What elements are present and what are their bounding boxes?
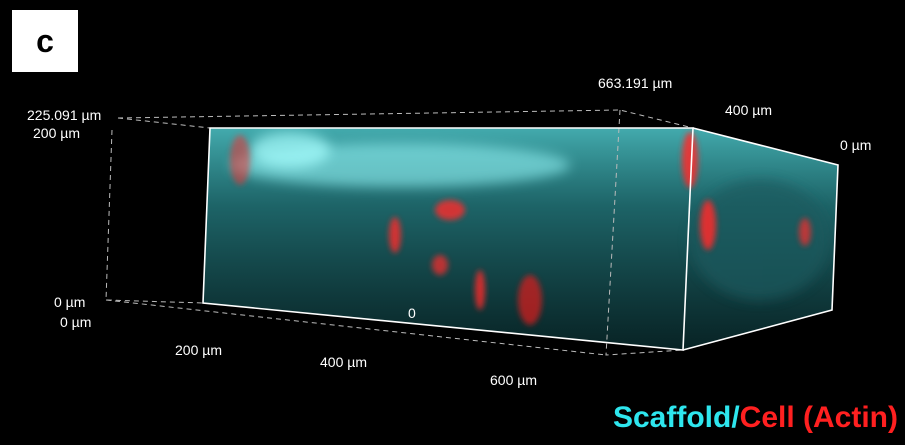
page: c 663.191 µm 400 µm 0 µm 225.091 µm 200 … bbox=[0, 0, 905, 445]
axis-label: 200 µm bbox=[33, 125, 80, 141]
axis-label: 663.191 µm bbox=[598, 75, 672, 91]
axis-label: 0 µm bbox=[54, 294, 85, 310]
axis-label: 0 µm bbox=[840, 137, 871, 153]
axis-label: 0 µm bbox=[60, 314, 91, 330]
legend: Scaffold/Cell (Actin) bbox=[613, 401, 898, 434]
axis-label: 200 µm bbox=[175, 342, 222, 358]
axis-label: 0 bbox=[408, 305, 416, 321]
legend-scaffold: Scaffold/ bbox=[613, 401, 740, 434]
legend-cell: Cell (Actin) bbox=[740, 401, 898, 434]
axis-label: 225.091 µm bbox=[27, 107, 101, 123]
panel-label: c bbox=[36, 23, 54, 59]
axis-label: 400 µm bbox=[320, 354, 367, 370]
render: c 663.191 µm 400 µm 0 µm 225.091 µm 200 … bbox=[0, 0, 905, 445]
axis-label: 400 µm bbox=[725, 102, 772, 118]
axis-label: 600 µm bbox=[490, 372, 537, 388]
